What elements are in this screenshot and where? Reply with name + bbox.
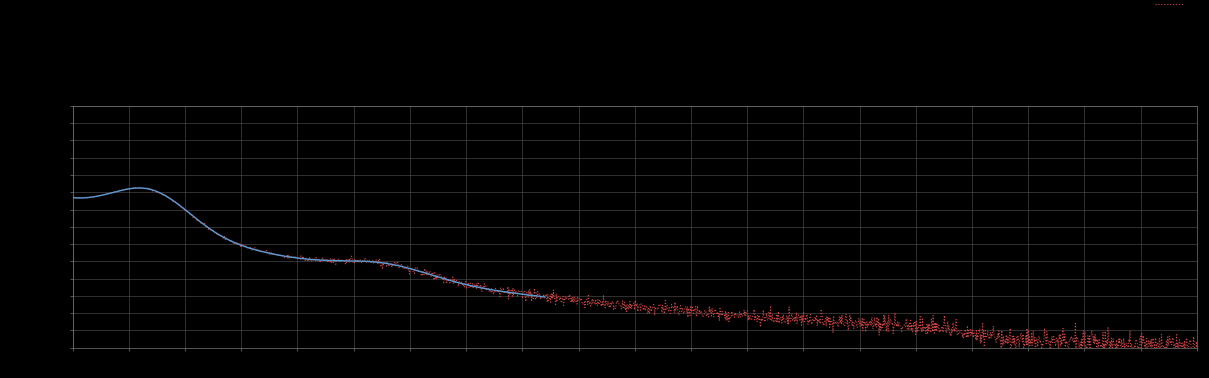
Legend: , : , (1155, 0, 1192, 9)
